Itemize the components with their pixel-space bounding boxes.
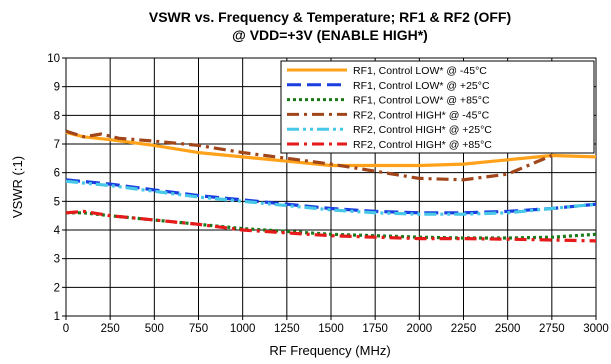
x-tick-label: 2750 [539, 323, 565, 335]
y-tick-label: 3 [54, 254, 60, 266]
x-tick-label: 1500 [318, 323, 344, 335]
x-tick-label: 2500 [495, 323, 521, 335]
series-line-4 [65, 129, 553, 182]
series-group [65, 129, 597, 243]
y-tick-label: 6 [54, 168, 60, 180]
y-axis-label: VSWR (:1) [10, 156, 25, 218]
x-tick-label: 250 [101, 323, 120, 335]
y-tick-label: 10 [47, 53, 60, 65]
y-tick-label: 5 [54, 196, 60, 208]
legend-label-3: RF1, Control LOW* @ +85°C [353, 95, 490, 107]
x-axis-ticks: 0 250 500 750 1000 1250 1500 1750 2000 2250 2500 27… [63, 316, 609, 335]
y-tick-label: 4 [54, 225, 61, 237]
x-tick-label: 750 [189, 323, 208, 335]
series-line-5 [65, 179, 597, 216]
x-tick-label: 2000 [407, 323, 433, 335]
legend-label-6: RF2, Control HIGH* @ +85°C [353, 139, 492, 151]
x-tick-label: 1750 [362, 323, 388, 335]
y-axis-ticks: 1 2 3 4 5 6 7 8 9 10 [47, 53, 66, 323]
x-tick-label: 1250 [274, 323, 300, 335]
y-tick-label: 2 [54, 282, 60, 294]
legend-box [280, 60, 595, 154]
series-line-1 [65, 130, 597, 168]
y-tick-label: 8 [54, 110, 60, 122]
x-tick-label: 1000 [230, 323, 256, 335]
legend-label-5: RF2, Control HIGH* @ +25°C [353, 124, 492, 136]
legend-label-4: RF2, Control HIGH* @ -45°C [353, 109, 490, 121]
legend-label-1: RF1, Control LOW* @ -45°C [353, 65, 487, 77]
x-tick-label: 2250 [451, 323, 477, 335]
y-tick-label: 1 [54, 311, 60, 323]
x-tick-label: 3000 [583, 323, 609, 335]
series-line-6 [65, 209, 597, 243]
x-tick-label: 500 [145, 323, 164, 335]
x-axis-label: RF Frequency (MHz) [269, 343, 390, 358]
legend: RF1, Control LOW* @ -45°C RF1, Control LO… [280, 60, 595, 154]
grid [66, 57, 596, 317]
chart-title: VSWR vs. Frequency & Temperature; RF1 & … [149, 9, 511, 25]
legend-label-2: RF1, Control LOW* @ +25°C [353, 80, 490, 92]
y-tick-label: 9 [54, 82, 60, 94]
chart-subtitle: @ VDD=+3V (ENABLE HIGH*) [232, 27, 428, 43]
x-tick-label: 0 [63, 323, 69, 335]
y-tick-label: 7 [54, 139, 60, 151]
